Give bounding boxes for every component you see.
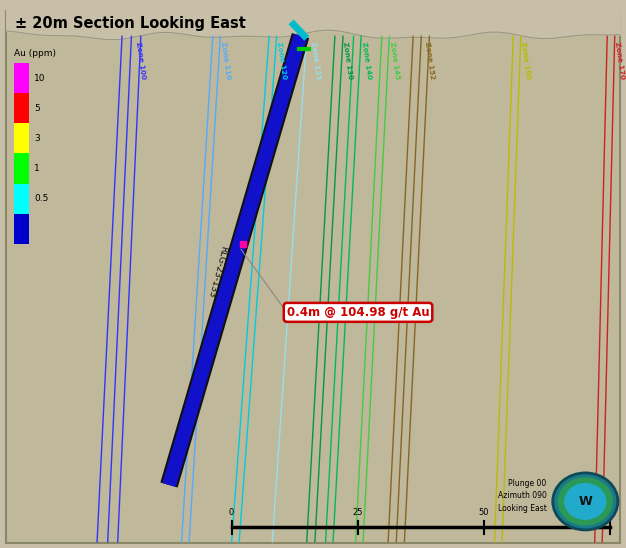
Text: 0.5: 0.5	[34, 194, 49, 203]
Text: Zone 170: Zone 170	[614, 41, 625, 79]
Text: 0: 0	[229, 509, 234, 517]
Text: Zone 140: Zone 140	[361, 41, 372, 79]
Circle shape	[553, 473, 618, 530]
Text: 75: 75	[605, 509, 615, 517]
Bar	[14, 184, 29, 214]
Text: 3: 3	[34, 134, 40, 143]
Text: Zone 120: Zone 120	[276, 41, 287, 79]
Circle shape	[558, 477, 613, 526]
Bar	[14, 63, 29, 93]
Text: Au (ppm): Au (ppm)	[14, 49, 56, 58]
Text: 25: 25	[352, 509, 363, 517]
Text: Zone 135: Zone 135	[310, 41, 321, 79]
Text: Zone 110: Zone 110	[220, 41, 231, 79]
Bar	[14, 214, 29, 244]
Bar	[14, 153, 29, 184]
Text: Zone 100: Zone 100	[135, 41, 146, 79]
Text: Zone 145: Zone 145	[389, 41, 400, 79]
Text: ± 20m Section Looking East: ± 20m Section Looking East	[15, 16, 246, 31]
Text: 0.4m @ 104.98 g/t Au: 0.4m @ 104.98 g/t Au	[287, 306, 429, 319]
Text: 10: 10	[34, 73, 46, 83]
Bar	[14, 123, 29, 153]
Text: Zone 130: Zone 130	[342, 41, 353, 79]
Text: Plunge 00
Azimuth 090
Looking East: Plunge 00 Azimuth 090 Looking East	[498, 479, 546, 513]
Text: RLG-23-133: RLG-23-133	[206, 244, 228, 298]
Text: 5: 5	[34, 104, 40, 113]
Text: Zone 152: Zone 152	[424, 41, 436, 79]
Text: W: W	[578, 495, 592, 508]
FancyBboxPatch shape	[6, 11, 620, 543]
Text: 50: 50	[479, 509, 490, 517]
Bar	[14, 93, 29, 123]
Circle shape	[564, 483, 607, 520]
Text: 1: 1	[34, 164, 40, 173]
Text: Zone 160: Zone 160	[520, 41, 531, 79]
